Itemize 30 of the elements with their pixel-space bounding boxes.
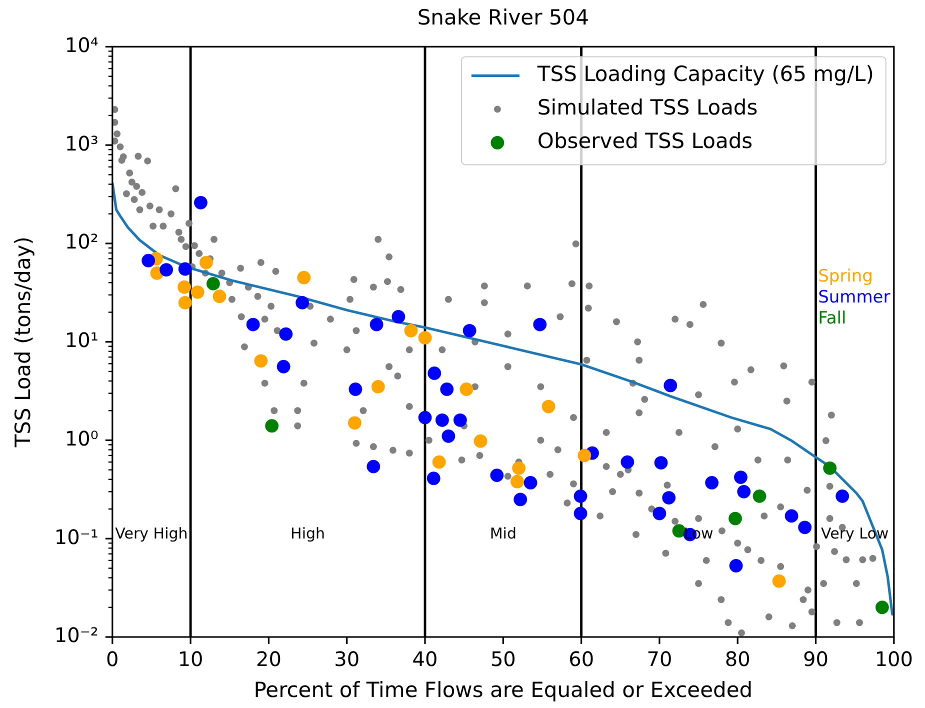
x-tick-label: 20 [256,647,282,672]
x-tick-label: 80 [724,647,750,672]
x-tick-label: 0 [106,647,119,672]
legend-label: TSS Loading Capacity (65 mg/L) [536,62,874,86]
x-tick-label: 60 [568,647,594,672]
x-axis-title: Percent of Time Flows are Equaled or Exceeded [254,678,753,702]
x-tick-label: 100 [874,647,914,672]
y-tick-label: 10³ [64,131,98,156]
x-tick-label: 50 [490,647,516,672]
x-tick-label: 70 [646,647,672,672]
legend-label: Observed TSS Loads [537,129,753,154]
annotation: High [290,524,326,543]
y-tick-label: 10⁻² [54,623,98,648]
x-tick-label: 40 [412,647,438,672]
legend-label: Simulated TSS Loads [537,96,758,120]
y-tick-label: 10⁴ [64,32,98,57]
annotation: Very High [115,524,188,543]
x-tick-label: 10 [178,647,204,672]
y-tick-label: 10⁻¹ [54,524,98,549]
chart-title: Snake River 504 [417,5,589,30]
y-tick-label: 10² [64,230,98,254]
annotation: Fall [818,308,846,328]
x-tick-label: 90 [803,647,828,672]
y-tick-label: 10⁰ [64,426,98,450]
y-axis-title: TSS Load (tons/day) [11,236,36,448]
y-tick-label: 10¹ [64,328,98,352]
annotation: Summer [818,287,890,308]
x-tick-label: 30 [334,647,360,672]
annotation: Mid [490,524,516,543]
annotation: Spring [818,266,873,286]
